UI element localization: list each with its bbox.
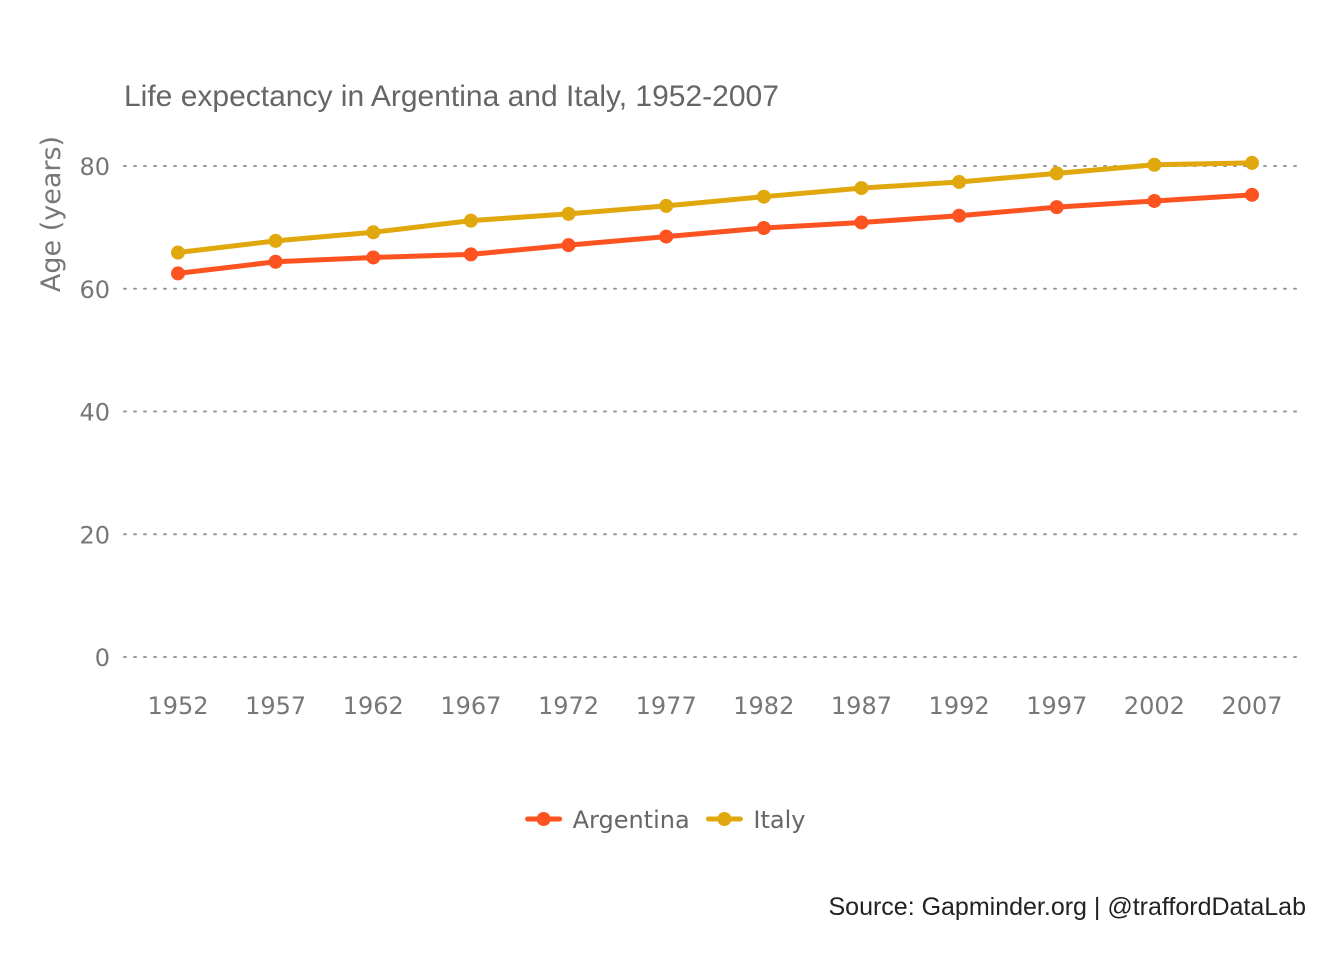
x-tick-label: 1997 xyxy=(1026,692,1087,720)
series-line-argentina xyxy=(175,192,1255,276)
y-tick-label: 20 xyxy=(79,521,110,549)
x-tick-label: 1957 xyxy=(245,692,306,720)
data-point-italy xyxy=(171,245,185,260)
data-point-argentina xyxy=(952,208,967,223)
x-tick-label: 1962 xyxy=(343,692,404,720)
data-point-argentina xyxy=(1147,193,1162,208)
grid-lines xyxy=(123,165,1303,658)
legend-key-point xyxy=(536,812,551,826)
x-tick-label: 1972 xyxy=(538,692,599,720)
legend-label: Italy xyxy=(753,806,805,834)
data-point-argentina xyxy=(756,220,771,235)
data-point-italy xyxy=(268,233,283,248)
data-point-italy xyxy=(1147,157,1162,172)
x-tick-label: 2002 xyxy=(1124,692,1185,720)
legend-label: Argentina xyxy=(573,806,690,834)
data-point-argentina xyxy=(1049,200,1064,215)
data-point-italy xyxy=(1245,155,1259,170)
data-point-italy xyxy=(561,206,576,221)
data-point-italy xyxy=(952,174,967,189)
series-lines xyxy=(171,155,1259,281)
data-point-argentina xyxy=(171,266,185,281)
x-axis-ticks: 1952 1957 1962 1967 1972 1977 1982 1987 1992 1997… xyxy=(147,692,1282,720)
data-point-argentina xyxy=(268,254,283,269)
y-axis-ticks: 0 20 40 60 80 xyxy=(79,153,110,672)
legend-key-point xyxy=(717,812,732,826)
data-point-argentina xyxy=(1245,187,1259,202)
data-point-argentina xyxy=(366,250,381,265)
y-tick-label: 40 xyxy=(79,399,110,427)
source-caption: Source: Gapminder.org | @traffordDataLab xyxy=(828,893,1306,921)
y-tick-label: 60 xyxy=(79,276,110,304)
legend-item-argentina: Argentina xyxy=(525,806,690,834)
x-tick-label: 1982 xyxy=(733,692,794,720)
data-point-argentina xyxy=(561,238,576,253)
data-point-italy xyxy=(756,189,771,204)
x-tick-label: 2007 xyxy=(1221,692,1282,720)
data-point-italy xyxy=(1049,166,1064,181)
data-point-argentina xyxy=(659,229,674,244)
chart-title: Life expectancy in Argentina and Italy, … xyxy=(124,80,779,113)
x-tick-label: 1967 xyxy=(440,692,501,720)
legend: Argentina Italy xyxy=(525,806,805,834)
x-tick-label: 1977 xyxy=(636,692,697,720)
data-point-argentina xyxy=(854,215,869,230)
series-line-italy xyxy=(175,160,1255,256)
data-point-italy xyxy=(659,198,674,213)
data-point-italy xyxy=(463,213,478,228)
y-tick-label: 0 xyxy=(95,644,110,672)
data-point-argentina xyxy=(463,247,478,262)
x-tick-label: 1992 xyxy=(929,692,990,720)
legend-item-italy: Italy xyxy=(705,806,805,834)
series-italy xyxy=(171,155,1259,260)
y-tick-label: 80 xyxy=(79,153,110,181)
x-tick-label: 1952 xyxy=(147,692,208,720)
data-point-italy xyxy=(366,225,381,240)
data-point-italy xyxy=(854,181,869,196)
x-tick-label: 1987 xyxy=(831,692,892,720)
series-argentina xyxy=(171,187,1259,281)
y-axis-label: Age (years) xyxy=(36,136,67,292)
